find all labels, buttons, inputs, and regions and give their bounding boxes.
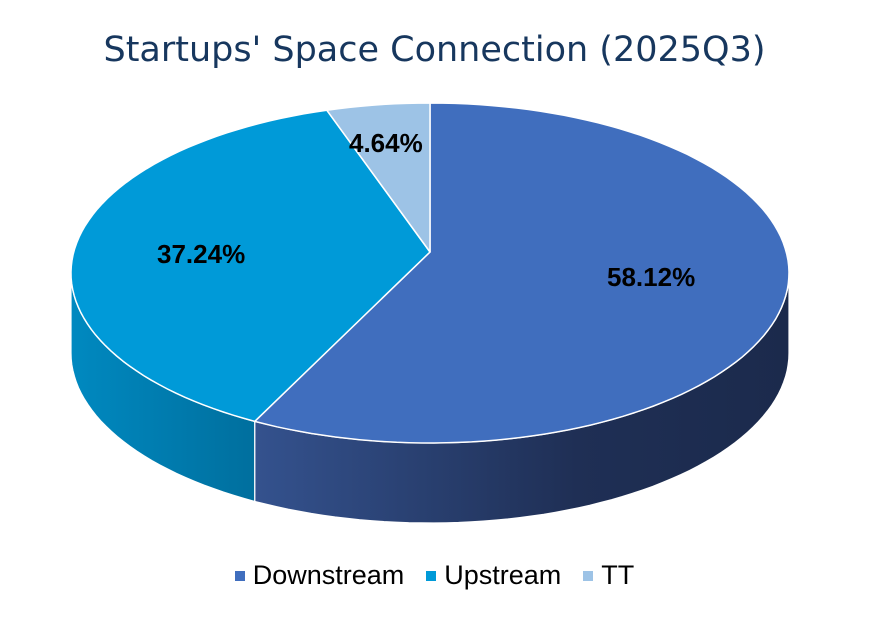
legend-swatch-downstream xyxy=(234,570,245,581)
pie-slice-tt xyxy=(326,102,431,253)
data-label-upstream: 37.24% xyxy=(157,239,245,269)
chart-title: Startups' Space Connection (2025Q3) xyxy=(103,30,766,70)
legend-label: Downstream xyxy=(252,560,405,590)
legend-swatch-tt xyxy=(583,570,594,581)
legend-item-downstream: Downstream xyxy=(234,560,405,591)
legend-label: TT xyxy=(601,560,635,590)
data-label-tt: 4.64% xyxy=(349,128,423,158)
legend-label: Upstream xyxy=(444,560,562,590)
legend: Downstream Upstream TT xyxy=(0,560,869,591)
legend-item-upstream: Upstream xyxy=(426,560,561,591)
pie-slice-upstream xyxy=(70,109,431,423)
data-label-downstream: 58.12% xyxy=(607,262,695,292)
legend-swatch-upstream xyxy=(426,570,437,581)
legend-item-tt: TT xyxy=(583,560,634,591)
pie-slice-downstream xyxy=(253,102,790,444)
